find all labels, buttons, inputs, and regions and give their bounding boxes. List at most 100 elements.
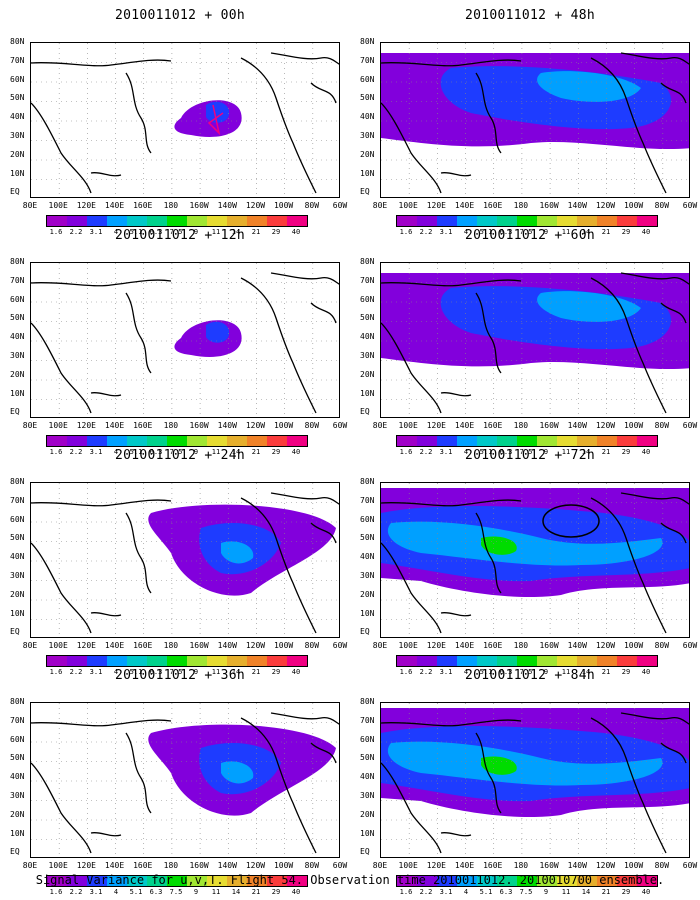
lat-label: 40N (360, 772, 375, 782)
lon-label: 160W (189, 861, 209, 870)
colorbar-label: 21 (601, 888, 611, 896)
colorbar-label: 1.6 (399, 448, 413, 456)
colorbar-swatch (597, 216, 617, 226)
lon-label: 100E (48, 421, 68, 430)
colorbar-swatch (267, 656, 287, 666)
coastline (381, 322, 442, 414)
colorbar-label: 3.1 (439, 228, 453, 236)
coastline (475, 732, 502, 814)
lon-label: 160E (483, 641, 503, 650)
colorbar-label: 1.6 (399, 668, 413, 676)
colorbar-label: 29 (271, 228, 281, 236)
lon-label: 120E (76, 421, 96, 430)
coastline (660, 302, 687, 324)
coastline (381, 762, 442, 854)
lon-label: 60W (682, 421, 698, 430)
colorbar-label: 21 (251, 448, 261, 456)
colorbar-swatch (187, 656, 207, 666)
colorbar-label: 21 (251, 668, 261, 676)
colorbar-label: 1.6 (49, 228, 63, 236)
colorbar-label: 11 (211, 668, 221, 676)
map-panel: 2010011012 + 48h 80N 70N 60N 50N 40N 30N 20N 10N… (360, 0, 700, 236)
lon-label: 140W (567, 201, 587, 210)
colorbar-label: 5.1 (129, 448, 143, 456)
colorbar-swatch (87, 436, 107, 446)
colorbar-label: 21 (251, 228, 261, 236)
lat-label: 80N (360, 257, 375, 266)
lon-label: 180 (163, 861, 179, 870)
lat-label: 20N (360, 149, 375, 159)
lat-label: 50N (10, 93, 25, 103)
coastline (31, 762, 92, 854)
lat-label: EQ (360, 187, 370, 197)
colorbar-label: 3.1 (89, 228, 103, 236)
coastline (240, 497, 317, 634)
colorbar-label: 5.1 (129, 228, 143, 236)
coastline (310, 302, 337, 324)
figure-caption: Signal Variance for u,v,T. Flight 54. Ob… (35, 873, 665, 887)
colorbar-swatch (517, 216, 537, 226)
colorbar-label: 4 (463, 228, 469, 236)
colorbar-swatch (557, 216, 577, 226)
colorbar-swatch (437, 656, 457, 666)
lon-label: 160W (189, 201, 209, 210)
colorbar-label: 4 (463, 668, 469, 676)
lon-label: 100W (273, 421, 294, 430)
coastline (475, 512, 502, 594)
coastline (270, 272, 339, 285)
lat-label: 20N (360, 369, 375, 379)
lon-label: 80E (372, 201, 388, 210)
lon-label: 80E (372, 421, 388, 430)
coastline (620, 272, 689, 285)
colorbar-label: 9 (543, 888, 549, 896)
lon-label: 80W (304, 421, 320, 430)
lon-label: 80E (22, 641, 38, 650)
coastline (381, 719, 522, 727)
colorbar-swatch (207, 656, 227, 666)
colorbar-swatch (227, 656, 247, 666)
lon-label: 120E (76, 861, 96, 870)
colorbar-swatch (577, 876, 597, 886)
coastline (590, 717, 667, 854)
coastline (90, 831, 122, 837)
lat-label: 80N (10, 257, 25, 266)
lon-label: 60W (332, 201, 348, 210)
colorbar-swatch (247, 656, 267, 666)
colorbar-swatch (517, 656, 537, 666)
lat-label: 50N (10, 313, 25, 323)
lat-label: 10N (10, 388, 25, 398)
lon-label: 140W (217, 861, 237, 870)
lon-label: 160E (483, 861, 503, 870)
lon-label: 80E (22, 201, 38, 210)
lon-label: 80W (654, 861, 670, 870)
colorbar (396, 875, 658, 887)
colorbar-label: 21 (601, 668, 611, 676)
colorbar-label: 6.3 (149, 228, 163, 236)
lon-label: 120W (595, 861, 616, 870)
lat-label: 60N (10, 514, 25, 524)
map-area (380, 482, 690, 638)
coastline (475, 292, 502, 374)
lon-label: 100W (273, 641, 294, 650)
colorbar-label: 14 (231, 448, 241, 456)
colorbar-swatch (287, 436, 307, 446)
lon-label: 160W (539, 861, 559, 870)
map-area (380, 702, 690, 858)
lon-label: 140W (217, 201, 237, 210)
colorbar-swatch (537, 656, 557, 666)
colorbar (46, 435, 308, 447)
colorbar-label: 4 (113, 888, 119, 896)
colorbar-swatch (617, 876, 637, 886)
colorbar-swatch (597, 876, 617, 886)
colorbar-swatch (477, 876, 497, 886)
lon-label: 180 (163, 201, 179, 210)
colorbar-label: 7.5 (169, 888, 183, 896)
lat-label: EQ (10, 187, 20, 197)
colorbar-label: 14 (231, 888, 241, 896)
colorbar-label: 14 (581, 888, 591, 896)
colorbar-label: 5.1 (129, 888, 143, 896)
colorbar-swatch (517, 436, 537, 446)
lon-label: 160E (133, 421, 153, 430)
colorbar-swatch (417, 216, 437, 226)
lat-label: 60N (10, 734, 25, 744)
